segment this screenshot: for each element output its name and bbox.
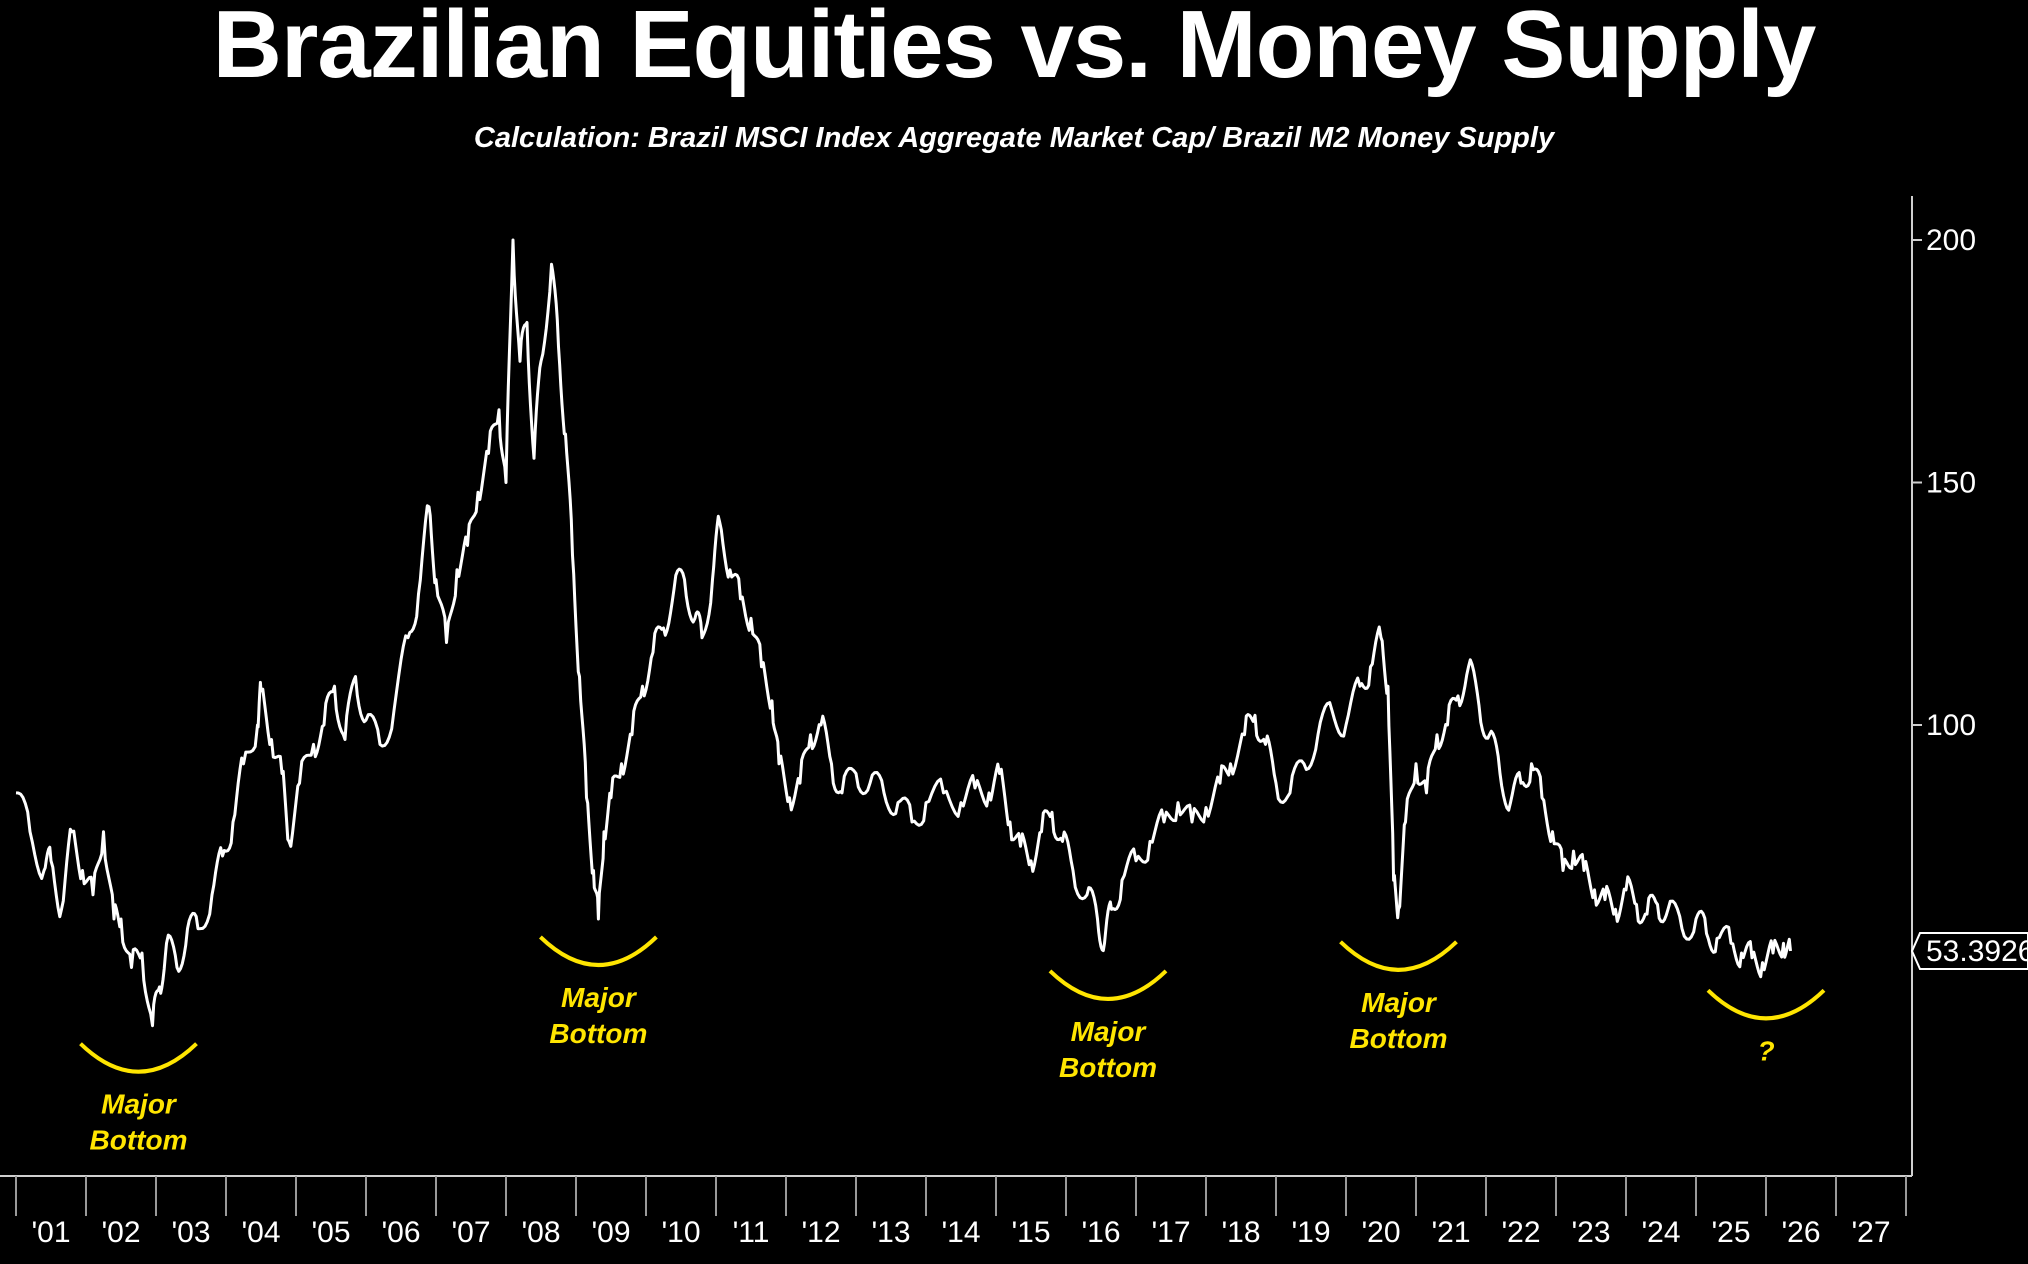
chart-subtitle: Calculation: Brazil MSCI Index Aggregate… <box>473 122 1555 154</box>
y-tick-label: 200 <box>1926 224 1976 257</box>
annotation-layer: Major Bottom Major Bottom Major Bottom Major Bo… <box>79 935 1826 1156</box>
x-tick-label: '26 <box>1781 1216 1820 1249</box>
bottom-arc <box>1706 988 1826 1021</box>
x-tick-label: '04 <box>241 1216 280 1249</box>
x-tick-label: '19 <box>1291 1216 1330 1249</box>
x-tick-label: '11 <box>733 1216 770 1249</box>
annotation-label: Bottom <box>90 1125 188 1156</box>
x-tick-label: '21 <box>1431 1216 1470 1249</box>
x-tick-label: '12 <box>801 1216 840 1249</box>
last-value-box <box>1910 932 2028 971</box>
y-tick-label: 100 <box>1926 709 1976 742</box>
x-tick-label: '20 <box>1361 1216 1400 1249</box>
x-tick-label: '03 <box>171 1216 210 1249</box>
annotation-label: ? <box>1757 1035 1774 1066</box>
annotation-label: Major <box>101 1089 178 1120</box>
x-axis-ticks: '01 '02 '03 '04 '05 '06 '07 '08 '09 '10 '11 '12 '13 '… <box>15 1176 1907 1249</box>
annotation-label: Bottom <box>1350 1023 1448 1054</box>
x-tick-label: '06 <box>381 1216 420 1249</box>
x-tick-label: '15 <box>1011 1216 1050 1249</box>
x-tick-label: '07 <box>451 1216 490 1249</box>
bottom-arc <box>1048 969 1168 1001</box>
x-tick-label: '01 <box>31 1216 70 1249</box>
x-tick-label: '02 <box>101 1216 140 1249</box>
series-layer <box>15 238 1792 1028</box>
last-value-label: 53.3926 <box>1910 932 2028 971</box>
x-tick-label: '18 <box>1221 1216 1260 1249</box>
bottom-arc <box>79 1042 198 1074</box>
bottom-arc <box>539 935 658 967</box>
series-line <box>15 238 1792 1028</box>
annotation-label: Major <box>561 982 638 1013</box>
annotation-label: Major <box>1361 987 1438 1018</box>
chart-title: Brazilian Equities vs. Money Supply <box>212 0 1817 98</box>
last-value-text: 53.3926 <box>1926 935 2028 968</box>
x-tick-label: '27 <box>1851 1216 1890 1249</box>
y-tick-label: 150 <box>1926 467 1976 500</box>
x-tick-label: '09 <box>591 1216 630 1249</box>
x-tick-label: '13 <box>871 1216 910 1249</box>
x-tick-label: '10 <box>661 1216 700 1249</box>
x-tick-label: '08 <box>521 1216 560 1249</box>
y-axis-ticks: 100 150 200 <box>1912 224 1976 742</box>
x-tick-label: '05 <box>311 1216 350 1249</box>
x-tick-label: '24 <box>1641 1216 1680 1249</box>
chart-axes <box>0 196 1913 1177</box>
x-tick-label: '14 <box>941 1216 980 1249</box>
x-tick-label: '23 <box>1571 1216 1610 1249</box>
x-tick-label: '17 <box>1151 1216 1190 1249</box>
bottom-arc <box>1339 940 1458 972</box>
x-tick-label: '16 <box>1081 1216 1120 1249</box>
x-tick-label: '22 <box>1501 1216 1540 1249</box>
annotation-label: Bottom <box>549 1018 647 1049</box>
x-tick-label: '25 <box>1711 1216 1750 1249</box>
annotation-label: Bottom <box>1059 1052 1157 1083</box>
annotation-label: Major <box>1071 1016 1148 1047</box>
